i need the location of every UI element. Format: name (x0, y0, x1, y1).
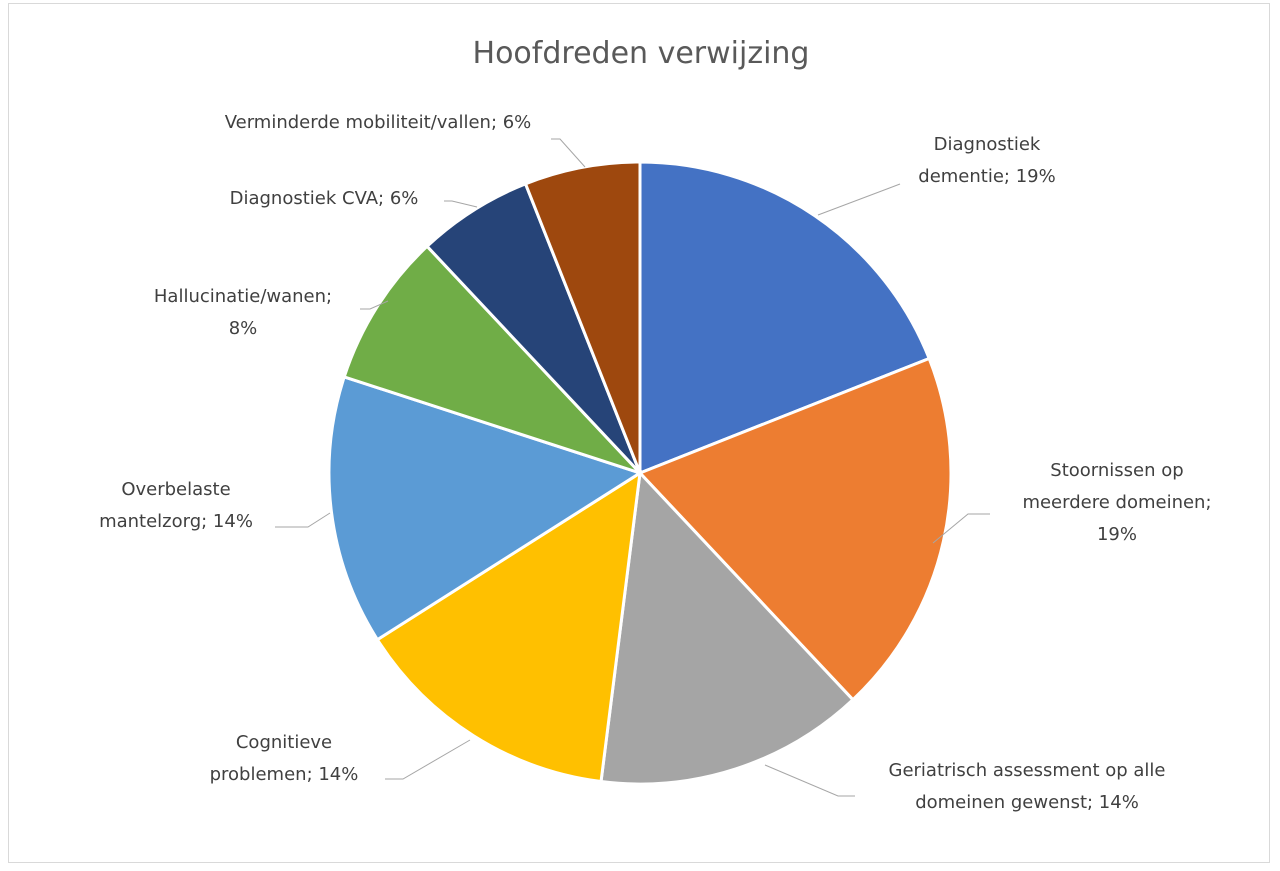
data-label-8: Verminderde mobiliteit/vallen; 6% (225, 112, 532, 133)
data-label-line: Stoornissen op (1050, 460, 1183, 481)
pie-slice-5 (327, 375, 644, 642)
leader-line-6 (360, 300, 389, 310)
data-label-line: Diagnostiek CVA; 6% (230, 188, 419, 209)
data-label-line: Geriatrisch assessment op alle (889, 760, 1166, 781)
data-label-line: meerdere domeinen; (1022, 492, 1211, 513)
data-label-6: Hallucinatie/wanen; 8% (154, 286, 332, 339)
pie-slice-2 (637, 356, 953, 702)
chart-title: Hoofdreden verwijzing (473, 36, 810, 71)
pie-slice-3 (599, 469, 856, 786)
data-label-line: domeinen gewenst; 14% (915, 792, 1139, 813)
pie-slice-1 (638, 160, 932, 476)
pie-slices (327, 160, 953, 786)
data-label-line: 8% (229, 318, 258, 339)
leader-line-8 (551, 138, 586, 168)
data-label-line: Overbelaste (121, 479, 230, 500)
pie-slice-4 (375, 470, 642, 784)
data-label-line: dementie; 19% (918, 166, 1055, 187)
leader-line-3 (764, 764, 855, 797)
data-label-5: Overbelaste mantelzorg; 14% (99, 479, 253, 532)
leader-line-1 (817, 183, 901, 216)
leader-line-5 (275, 512, 331, 528)
leader-line-2 (932, 513, 990, 544)
data-label-line: mantelzorg; 14% (99, 511, 253, 532)
data-label-1: Diagnostiek dementie; 19% (918, 134, 1055, 187)
leader-line-4 (385, 739, 471, 780)
data-label-line: problemen; 14% (210, 764, 359, 785)
data-label-4: Cognitieve problemen; 14% (210, 732, 359, 785)
data-label-line: Verminderde mobiliteit/vallen; 6% (225, 112, 532, 133)
data-label-7: Diagnostiek CVA; 6% (230, 188, 419, 209)
leader-lines (275, 138, 990, 797)
leader-line-7 (444, 200, 478, 208)
pie-slice-6 (342, 244, 642, 475)
data-label-2: Stoornissen op meerdere domeinen; 19% (1022, 460, 1211, 545)
data-label-line: 19% (1097, 524, 1137, 545)
data-label-line: Cognitieve (236, 732, 332, 753)
data-label-3: Geriatrisch assessment op alle domeinen g… (889, 760, 1166, 813)
data-label-line: Hallucinatie/wanen; (154, 286, 332, 307)
data-labels: Diagnostiek dementie; 19% Stoornissen op me… (99, 112, 1211, 813)
pie-slice-8 (523, 160, 642, 474)
data-label-line: Diagnostiek (934, 134, 1041, 155)
